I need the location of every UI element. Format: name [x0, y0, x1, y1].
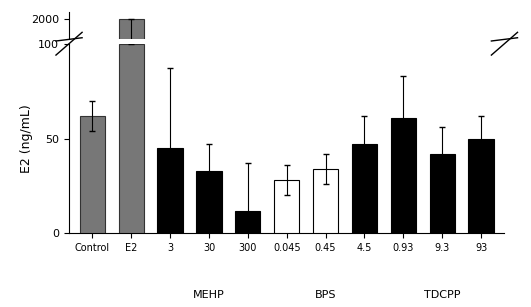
Bar [352, 284, 377, 290]
Bar [158, 148, 183, 233]
Bar [352, 144, 377, 233]
Bar [313, 169, 338, 233]
Bar [196, 286, 221, 290]
Bar [430, 284, 455, 290]
Bar [468, 138, 494, 233]
Bar [80, 116, 105, 233]
Bar [80, 282, 105, 290]
Bar [391, 118, 416, 233]
Bar [274, 286, 299, 290]
Text: TDCPP: TDCPP [424, 290, 460, 300]
Text: BPS: BPS [315, 290, 336, 300]
Bar [235, 288, 261, 290]
Bar [118, 44, 144, 233]
Bar [235, 211, 261, 233]
Bar [313, 285, 338, 290]
Y-axis label: E2 (ng/mL): E2 (ng/mL) [20, 104, 33, 173]
Bar [158, 284, 183, 290]
Bar [468, 283, 494, 290]
Text: MEHP: MEHP [193, 290, 225, 300]
Bar [430, 154, 455, 233]
Bar [118, 276, 144, 290]
Bar [196, 171, 221, 233]
Bar [274, 180, 299, 233]
Bar [391, 282, 416, 290]
Bar [118, 19, 144, 290]
